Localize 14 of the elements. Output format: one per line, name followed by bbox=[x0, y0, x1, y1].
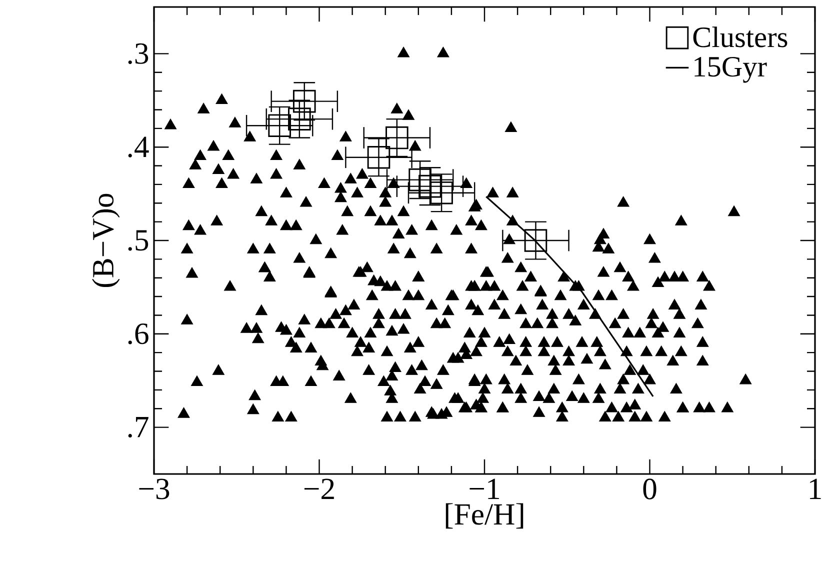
legend-label: 15Gyr bbox=[694, 56, 767, 83]
y-tick-label: .3 bbox=[128, 43, 148, 64]
x-tick-label: −1 bbox=[470, 478, 499, 499]
y-tick-label: .6 bbox=[128, 324, 148, 344]
x-tick-label: 0 bbox=[643, 478, 656, 500]
y-tick-label: .4 bbox=[128, 136, 149, 158]
x-tick-label: −3 bbox=[139, 478, 170, 500]
x-tick-label: 1 bbox=[810, 478, 821, 499]
legend-label: Clusters bbox=[693, 26, 788, 48]
y-axis-title: (B−V)o bbox=[92, 194, 120, 287]
x-axis-title: [Fe/H] bbox=[446, 503, 524, 529]
y-tick-label: .7 bbox=[128, 417, 148, 438]
x-tick-label: −2 bbox=[304, 478, 334, 500]
y-tick-label: .5 bbox=[128, 230, 148, 251]
